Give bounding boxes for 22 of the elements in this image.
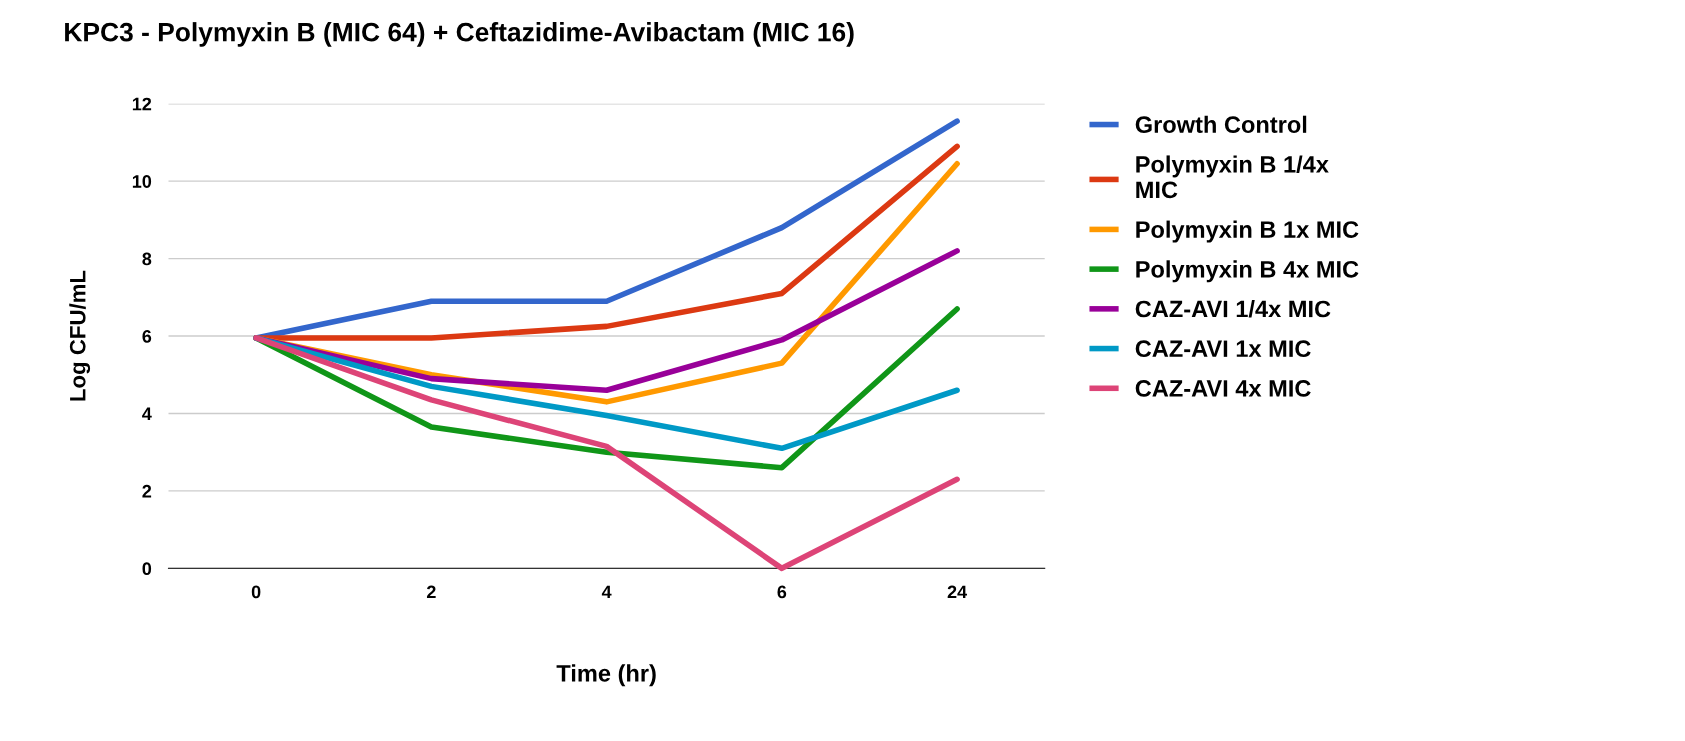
chart-title: KPC3 - Polymyxin B (MIC 64) + Ceftazidime-Avibactam (MIC 16) (65, 22, 854, 47)
x-axis-title: Time (hr) (556, 664, 656, 687)
legend-label: CAZ-AVI 4x MIC (1135, 380, 1311, 397)
y-axis-title: Log CFU/mL (69, 270, 91, 401)
legend-label: CAZ-AVI 1/4x MIC (1135, 300, 1331, 318)
y-tick-label: 8 (142, 252, 152, 266)
x-tick-label: 6 (777, 585, 787, 599)
legend-label: Polymyxin B 1/4x MIC (1136, 155, 1329, 199)
y-tick-label: 2 (142, 484, 152, 498)
legend-label: Polymyxin B 1x MIC (1136, 220, 1359, 243)
legend-label: Growth Control (1135, 115, 1307, 134)
x-tick-label: 24 (947, 585, 968, 599)
y-tick-label: 10 (132, 175, 152, 188)
legend-label: Polymyxin B 4x MIC (1136, 260, 1359, 283)
y-tick-label: 12 (132, 97, 152, 111)
x-tick-label: 2 (426, 585, 436, 599)
x-tick-label: 0 (251, 585, 261, 599)
legend-label: CAZ-AVI 1x MIC (1135, 340, 1311, 358)
x-tick-label: 4 (601, 585, 612, 599)
y-tick-label: 6 (142, 329, 152, 343)
y-tick-label: 0 (142, 562, 152, 576)
y-tick-label: 4 (142, 407, 152, 421)
